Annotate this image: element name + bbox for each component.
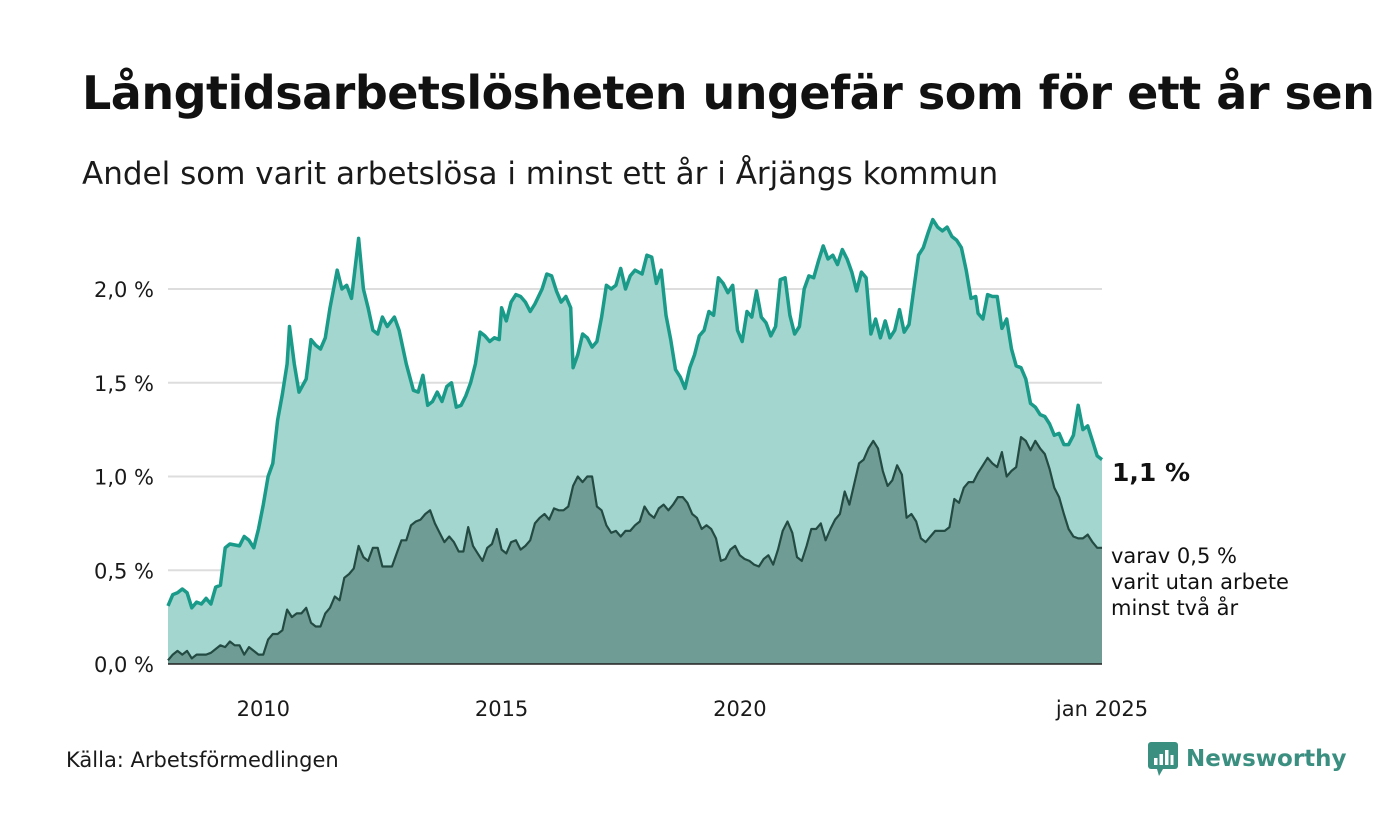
- chart-axes: 0,0 % 0,5 % 1,0 % 1,5 % 2,0 % 2010 2015 2020 jan…: [94, 278, 1148, 721]
- x-tick-label: 2010: [237, 697, 290, 721]
- y-tick-label: 1,0 %: [94, 466, 154, 490]
- source-note: Källa: Arbetsförmedlingen: [66, 748, 339, 772]
- x-tick-label: 2015: [475, 697, 528, 721]
- y-tick-label: 0,0 %: [94, 653, 154, 677]
- end-label-two-years: varav 0,5 %: [1111, 544, 1237, 568]
- x-tick-label: jan 2025: [1055, 697, 1148, 721]
- newsworthy-logo-icon: [1148, 742, 1178, 776]
- x-tick-label: 2020: [713, 697, 766, 721]
- page-title: Långtidsarbetslösheten ungefär som för e…: [82, 66, 1375, 120]
- page-subtitle: Andel som varit arbetslösa i minst ett å…: [82, 156, 999, 192]
- end-label-long-term: 1,1 %: [1112, 458, 1190, 487]
- chart-areas: [166, 217, 1104, 664]
- line-long-term: [166, 217, 1104, 610]
- end-label-two-years: minst två år: [1111, 595, 1239, 620]
- y-tick-label: 1,5 %: [94, 372, 154, 396]
- end-label-two-years: varit utan arbete: [1111, 570, 1289, 594]
- y-tick-label: 2,0 %: [94, 278, 154, 302]
- y-tick-label: 0,5 %: [94, 559, 154, 583]
- brand[interactable]: Newsworthy: [1148, 742, 1347, 776]
- brand-name: Newsworthy: [1186, 746, 1347, 772]
- line-two-years: [167, 436, 1102, 662]
- area-two-years: [168, 437, 1102, 664]
